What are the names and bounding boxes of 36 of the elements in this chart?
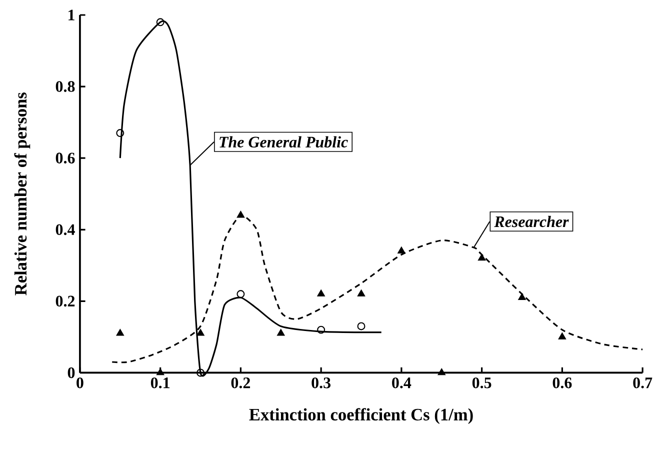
y-tick-label: 0.2 — [56, 296, 75, 307]
point — [236, 290, 245, 298]
point — [558, 332, 566, 340]
point — [236, 210, 245, 218]
y-axis-title: Relative number of persons — [14, 92, 30, 296]
x-axis-title: Extinction coefficient Cs (1/m) — [249, 408, 473, 424]
point — [156, 368, 164, 376]
x-tick-label: 0.6 — [552, 378, 572, 388]
point — [357, 290, 366, 297]
point — [156, 18, 164, 26]
point — [196, 329, 204, 336]
series-label: The General Public — [220, 136, 348, 148]
y-tick-label: 0.6 — [56, 152, 75, 164]
point — [317, 290, 326, 297]
point — [317, 326, 326, 334]
x-tick-label: 0.3 — [312, 378, 331, 388]
x-tick-label: 0.7 — [633, 378, 652, 388]
point — [518, 293, 526, 300]
x-tick-label: 0.2 — [231, 378, 250, 388]
y-tick-label: 0 — [68, 368, 75, 378]
point — [357, 322, 366, 330]
point — [116, 329, 124, 336]
series-label: Researcher — [494, 216, 569, 228]
y-tick-label: 1 — [68, 10, 74, 20]
point — [276, 329, 285, 336]
point — [196, 368, 205, 377]
point — [397, 246, 406, 254]
point — [438, 368, 446, 376]
x-tick-label: 0.5 — [472, 378, 492, 388]
point — [116, 129, 124, 138]
point — [478, 254, 486, 261]
y-tick-label: 0.4 — [56, 224, 75, 236]
x-tick-label: 0.1 — [150, 378, 170, 388]
x-tick-label: 0 — [76, 378, 84, 388]
x-tick-label: 0.4 — [392, 378, 412, 388]
y-tick-label: 0.8 — [56, 81, 75, 92]
